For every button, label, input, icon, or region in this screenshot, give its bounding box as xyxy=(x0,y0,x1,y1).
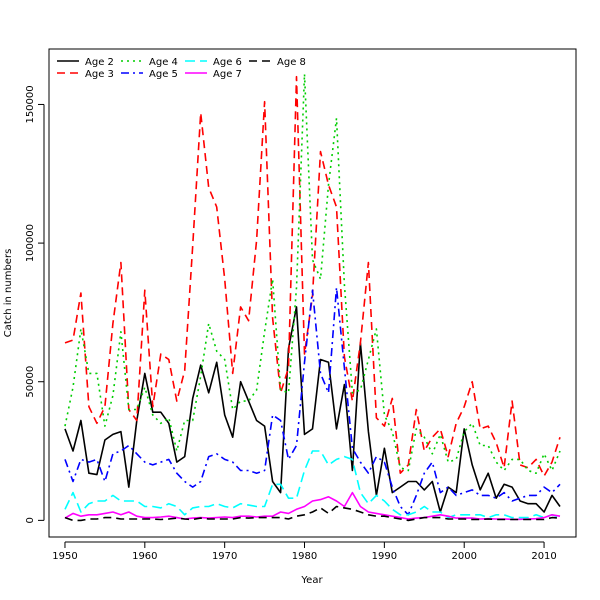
series-layer xyxy=(64,73,561,522)
legend-label: Age 8 xyxy=(277,57,306,68)
y-axis-label: Catch in numbers xyxy=(3,249,14,338)
series-line-age-4 xyxy=(64,73,561,475)
legend-label: Age 7 xyxy=(213,69,242,80)
legend-label: Age 2 xyxy=(85,57,114,68)
y-tick-label: 50000 xyxy=(25,366,36,398)
legend-label: Age 6 xyxy=(213,57,242,68)
y-tick-label: 100000 xyxy=(25,224,36,262)
x-tick-label: 2010 xyxy=(531,551,556,562)
x-tick-label: 1950 xyxy=(52,551,77,562)
series-line-age-7 xyxy=(64,491,561,521)
legend-label: Age 3 xyxy=(85,69,114,80)
series-line-age-3 xyxy=(64,75,561,477)
y-axis: 0 50000 100000 150000 xyxy=(25,85,45,524)
x-tick-label: 2000 xyxy=(451,551,476,562)
y-tick-label: 150000 xyxy=(25,85,36,123)
x-tick-label: 1990 xyxy=(372,551,397,562)
plot-frame xyxy=(48,48,577,538)
series-line-age-2 xyxy=(64,306,561,513)
legend-label: Age 5 xyxy=(149,69,178,80)
series-line-age-6 xyxy=(64,450,561,519)
series-line-age-5 xyxy=(64,286,561,516)
y-tick-label: 0 xyxy=(25,517,36,523)
legend-label: Age 4 xyxy=(149,57,178,68)
x-tick-label: 1980 xyxy=(292,551,317,562)
series-line-age-8 xyxy=(64,505,561,522)
x-axis-label: Year xyxy=(300,575,323,586)
x-axis: 1950 1960 1970 1980 1990 2000 2010 xyxy=(52,541,557,562)
x-tick-label: 1970 xyxy=(212,551,237,562)
x-tick-label: 1960 xyxy=(132,551,157,562)
